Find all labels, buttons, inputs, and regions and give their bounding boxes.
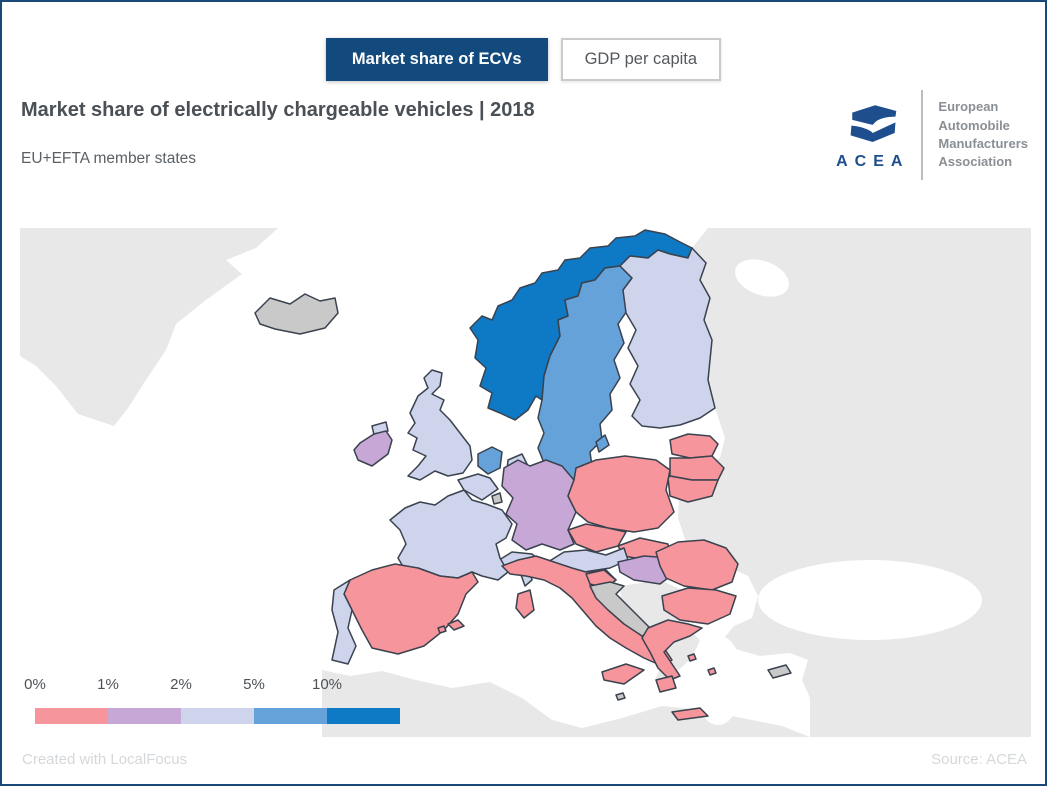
- greenland-landmass: [20, 228, 278, 426]
- org-line: Automobile: [938, 117, 1010, 133]
- aegean-sea: [693, 635, 743, 725]
- legend-swatch-10plus: [327, 708, 400, 724]
- legend-swatch-1-2: [108, 708, 181, 724]
- org-line: Association: [938, 154, 1013, 170]
- country-romania[interactable]: [655, 539, 739, 591]
- country-bulgaria[interactable]: [661, 587, 737, 625]
- country-luxembourg[interactable]: [491, 492, 503, 505]
- legend-label-1: 1%: [97, 676, 119, 693]
- country-germany[interactable]: [501, 459, 577, 551]
- acea-logo: ACEA European Automobile Manufacturers A…: [833, 90, 1028, 180]
- logo-divider: [921, 90, 924, 180]
- source-credit: Source: ACEA: [931, 751, 1027, 768]
- acea-stacked-slabs-icon: [850, 104, 897, 142]
- tab-bar: Market share of ECVs GDP per capita: [2, 38, 1045, 81]
- page-subtitle: EU+EFTA member states: [21, 150, 197, 167]
- country-latvia[interactable]: [669, 455, 725, 481]
- country-ireland[interactable]: [353, 430, 393, 467]
- acea-logo-mark: ACEA: [833, 100, 909, 171]
- legend-swatch-5-10: [254, 708, 327, 724]
- acea-org-name: European Automobile Manufacturers Associ…: [938, 98, 1028, 172]
- color-scale-legend: 0% 1% 2% 5% 10%: [20, 676, 440, 728]
- country-portugal[interactable]: [331, 579, 357, 665]
- legend-swatch-2-5: [181, 708, 254, 724]
- country-estonia[interactable]: [669, 433, 719, 459]
- tab-market-share-ecvs[interactable]: Market share of ECVs: [325, 38, 548, 81]
- black-sea: [758, 560, 982, 640]
- page-title: Market share of electrically chargeable …: [21, 99, 535, 121]
- country-poland[interactable]: [567, 455, 675, 533]
- country-iceland[interactable]: [254, 293, 339, 335]
- country-malta[interactable]: [615, 692, 626, 701]
- map-canvas: [20, 228, 1031, 737]
- legend-label-10: 10%: [311, 676, 343, 693]
- country-cyprus[interactable]: [767, 664, 792, 679]
- country-united-kingdom[interactable]: [371, 369, 473, 481]
- legend-color-bar: [35, 708, 400, 724]
- legend-swatch-0-1: [35, 708, 108, 724]
- north-africa-landmass: [322, 670, 810, 737]
- country-greece[interactable]: [641, 619, 717, 721]
- country-finland[interactable]: [619, 247, 716, 429]
- acea-acronym: ACEA: [836, 152, 910, 170]
- legend-label-5: 5%: [243, 676, 265, 693]
- org-line: Manufacturers: [938, 136, 1028, 151]
- legend-label-2: 2%: [170, 676, 192, 693]
- created-with-credit: Created with LocalFocus: [22, 751, 188, 768]
- legend-label-0: 0%: [24, 676, 46, 693]
- tab-gdp-per-capita[interactable]: GDP per capita: [560, 38, 722, 81]
- country-netherlands[interactable]: [477, 446, 503, 475]
- country-czechia[interactable]: [567, 523, 627, 553]
- europe-choropleth-map: [20, 228, 1031, 737]
- sea-patches: [693, 259, 982, 725]
- country-spain[interactable]: [343, 563, 479, 655]
- country-lithuania[interactable]: [667, 475, 719, 503]
- white-sea: [735, 259, 789, 297]
- org-line: European: [938, 99, 999, 115]
